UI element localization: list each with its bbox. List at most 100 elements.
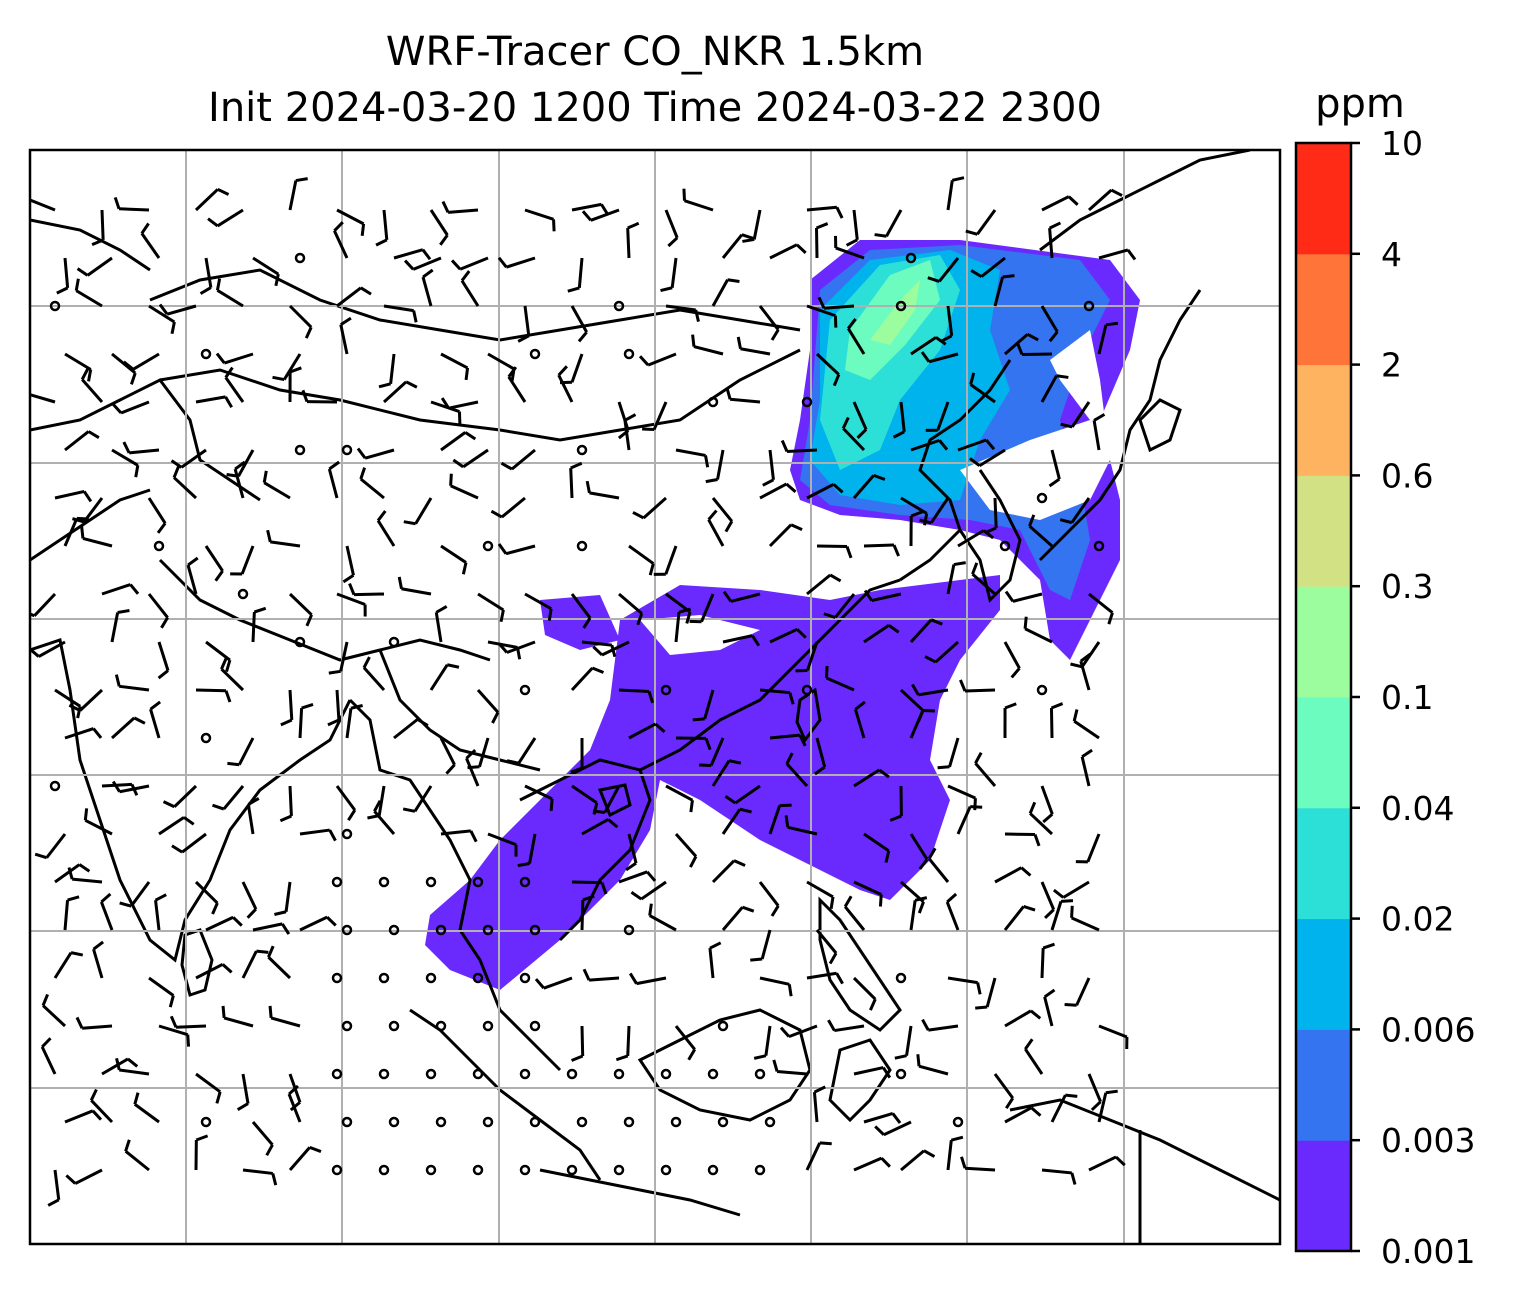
wind-barb-feather [497, 543, 508, 555]
wind-barb-feather [92, 940, 105, 951]
wind-barb-shaft [1088, 1155, 1117, 1172]
wind-barb-shaft [173, 476, 198, 500]
wind-barb-shaft [335, 785, 357, 811]
wind-barb-feather [333, 221, 344, 232]
wind-barb-feather [464, 367, 470, 381]
wind-barb-shaft [806, 482, 835, 500]
wind-barb-shaft [124, 1150, 150, 1172]
wind-barb-feather [689, 855, 698, 868]
wind-barb-feather [452, 458, 465, 469]
wind-barb-shaft [414, 497, 433, 525]
wind-barb-shaft [863, 1112, 894, 1124]
wind-barb-shaft [205, 915, 234, 932]
wind-barb-feather [154, 893, 167, 902]
colorbar-tick-label: 0.04 [1381, 789, 1454, 828]
wind-barb-shaft [195, 963, 224, 980]
calm-wind-marker [341, 1116, 353, 1128]
wind-barb-feather [47, 1198, 60, 1207]
wind-barb-shaft [132, 352, 160, 371]
wind-barb-feather [280, 718, 293, 727]
wind-barb-shaft [288, 592, 313, 616]
calm-wind-marker [378, 1068, 390, 1080]
wind-barb-shaft [186, 564, 198, 595]
wind-barb-shaft [429, 663, 449, 691]
wind-barb-feather [497, 642, 509, 654]
calm-wind-marker [200, 1116, 212, 1128]
wind-barb-feather [207, 217, 219, 228]
wind-barb-feather [295, 177, 308, 183]
calm-wind-marker [707, 1068, 719, 1080]
calm-wind-marker [472, 972, 484, 984]
wind-barb-shaft [1029, 812, 1054, 836]
wind-barb-feather [435, 605, 448, 614]
wind-barb-feather [705, 478, 718, 484]
wind-barb-shaft [75, 289, 103, 308]
wind-barb-shaft [776, 1069, 808, 1076]
wind-barb-shaft [246, 804, 255, 835]
wind-barb-shaft [670, 257, 678, 288]
wind-barb-shaft [993, 497, 998, 529]
wind-barb-shaft [806, 880, 834, 899]
wind-barb-feather [974, 751, 983, 764]
wind-barb-shaft [1097, 1092, 1108, 1123]
wind-barb-feather [113, 196, 121, 210]
wind-barb-shaft [603, 785, 621, 814]
wind-barb-feather [1126, 248, 1137, 261]
wind-barb-shaft [618, 592, 643, 615]
calm-wind-marker [200, 732, 212, 744]
wind-barb-shaft [175, 1024, 207, 1029]
wind-barb-feather [969, 457, 981, 467]
wind-barb-shaft [33, 592, 57, 617]
wind-barb-shaft [440, 431, 467, 452]
wind-barb-shaft [700, 593, 715, 623]
wind-barb-feather [266, 529, 272, 543]
coast-borneo [637, 1008, 812, 1122]
wind-barb-feather [819, 1141, 832, 1146]
wind-barb-feather [1081, 748, 1093, 759]
wind-barb-shaft [237, 449, 255, 477]
wind-barb-shaft [834, 593, 856, 619]
wind-barb-shaft [1040, 785, 1054, 815]
wind-barb-feather [570, 766, 583, 774]
wind-barb-feather [328, 829, 337, 842]
colorbar-unit-label: ppm [1315, 81, 1405, 127]
wind-barb-shaft [871, 592, 902, 603]
wind-barb-feather [1072, 709, 1079, 722]
coast-philippines [818, 896, 902, 1032]
wind-barb-shaft [642, 496, 667, 520]
wind-barb-feather [627, 221, 640, 230]
colorbar-segment [1296, 253, 1351, 366]
wind-barb-feather [91, 1109, 103, 1121]
wind-barb-feather [1004, 702, 1017, 710]
calm-wind-marker [378, 972, 390, 984]
wind-barb-shaft [462, 448, 489, 469]
wind-barb-feather [970, 805, 983, 809]
wind-barb-feather [215, 278, 222, 291]
wind-barb-shaft [843, 905, 866, 931]
wind-barb-feather [217, 187, 230, 196]
calm-wind-marker [519, 1068, 531, 1080]
wind-barb-feather [869, 998, 877, 1011]
wind-barb-shaft [487, 832, 517, 847]
wind-barb-shaft [1024, 1048, 1044, 1075]
wind-barb-feather [80, 368, 90, 381]
wind-barb-shaft [149, 708, 161, 739]
calm-wind-marker [388, 1116, 400, 1128]
wind-barb-feather [884, 850, 891, 863]
wind-barb-shaft [524, 208, 554, 221]
wind-barb-shaft [918, 1064, 949, 1076]
wind-barb-shaft [79, 688, 104, 712]
wind-barb-shaft [220, 668, 245, 692]
wind-barb-shaft [707, 518, 725, 547]
wind-barb-shaft [569, 467, 574, 499]
wind-barb-feather [924, 655, 937, 664]
wind-barb-shaft [510, 448, 536, 471]
wind-barb-shaft [336, 208, 365, 226]
wind-barb-feather [1060, 899, 1074, 903]
wind-barb-shaft [110, 716, 136, 740]
coast-west-asia [30, 218, 151, 272]
wind-barb-feather [1090, 1100, 1102, 1112]
wind-barb-feather [360, 223, 366, 236]
wind-barb-shaft [99, 901, 114, 931]
wind-barb-feather [950, 1135, 964, 1142]
